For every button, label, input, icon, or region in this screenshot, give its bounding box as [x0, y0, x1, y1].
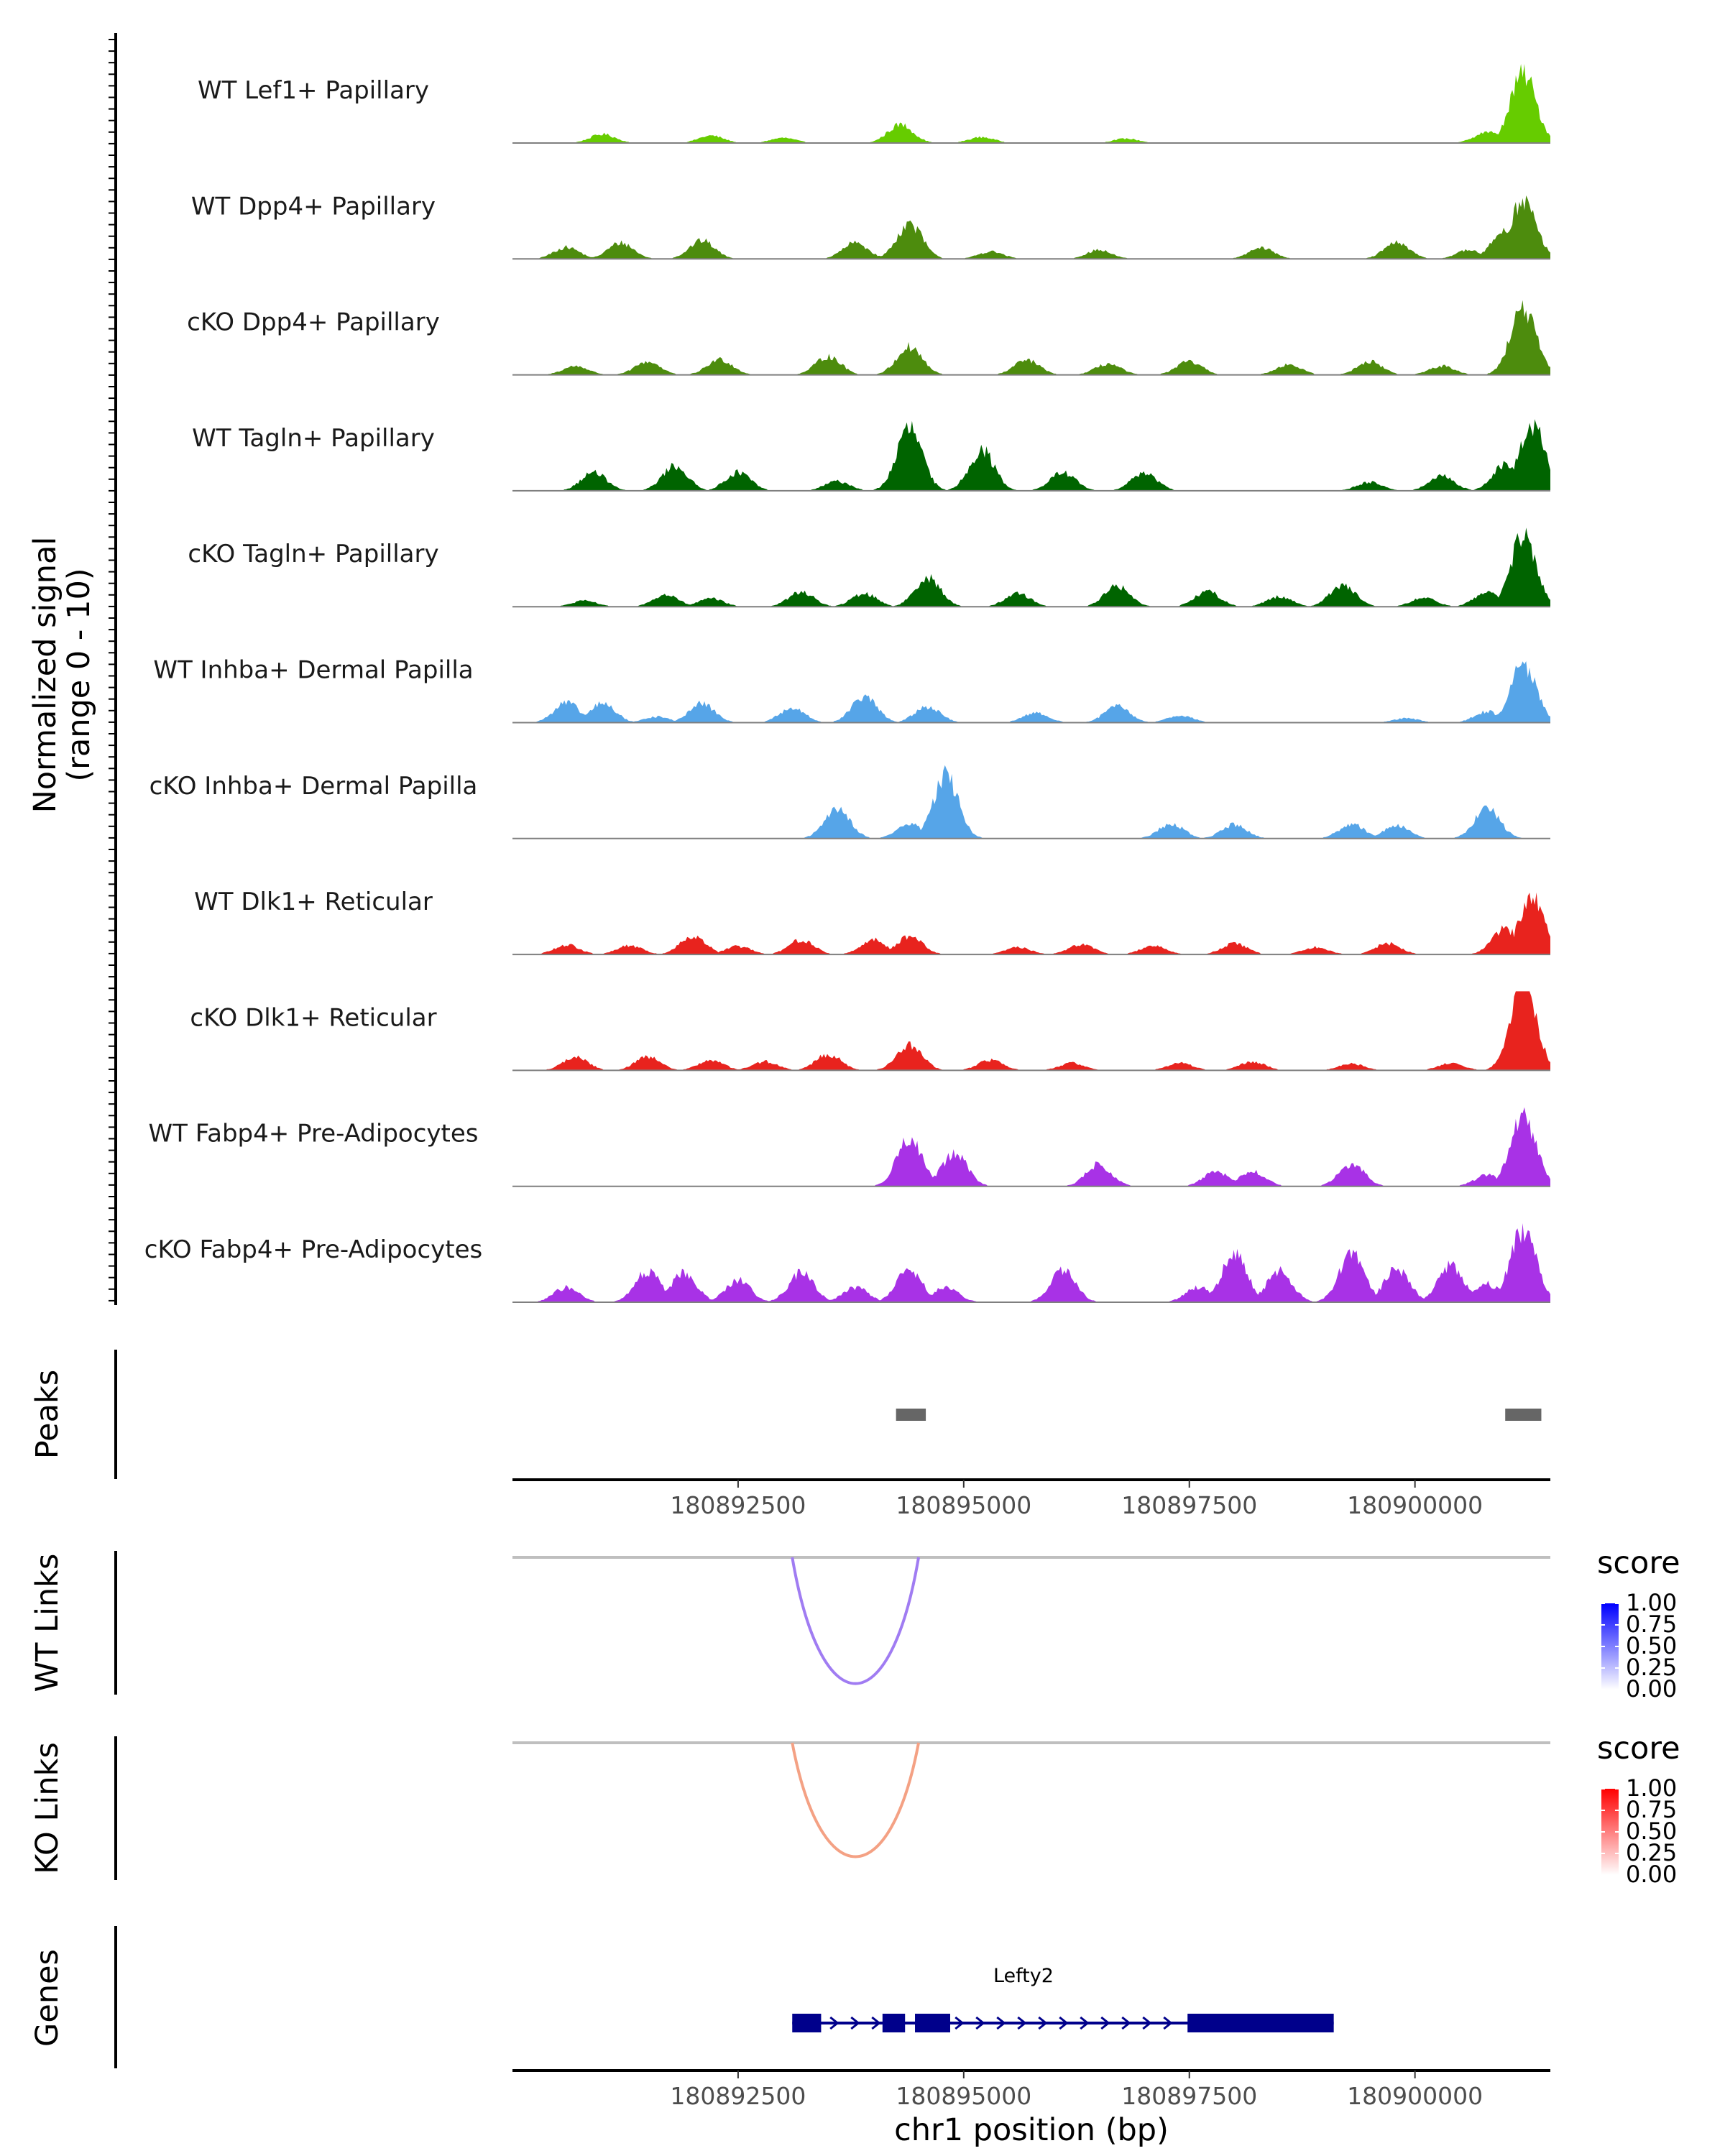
gene-model: Lefty2 — [792, 1965, 1334, 2032]
x-tick-label: 180892500 — [670, 2082, 806, 2110]
strand-arrow — [850, 2016, 860, 2030]
coverage-area — [512, 1223, 1550, 1302]
x-tick-label: 180900000 — [1347, 2082, 1483, 2110]
coverage-track: cKO Inhba+ Dermal Papilla — [150, 765, 1550, 839]
track-label: cKO Fabp4+ Pre-Adipocytes — [144, 1235, 483, 1264]
x-tick-label: 180895000 — [896, 1491, 1031, 1519]
coverage-y-label: Normalized signal — [27, 537, 63, 814]
coverage-track: WT Lef1+ Papillary — [198, 64, 1550, 144]
peak-regions — [896, 1409, 1542, 1421]
coverage-panel: Normalized signal (range 0 - 10) WT Lef1… — [27, 33, 1550, 1305]
coverage-area — [512, 419, 1550, 491]
coverage-track: WT Fabp4+ Pre-Adipocytes — [149, 1107, 1550, 1187]
coverage-track: WT Inhba+ Dermal Papilla — [153, 656, 1550, 724]
score-legend: score 1.000.750.500.250.00 — [1597, 1545, 1680, 1703]
genes-panel: Genes Lefty2 180892500 180895000 180897500… — [29, 1926, 1550, 2148]
coverage-area — [512, 892, 1550, 955]
strand-arrow — [1080, 2016, 1090, 2030]
coverage-area — [512, 661, 1550, 723]
legend-tick-label: 0.25 — [1626, 1654, 1677, 1681]
peak-region — [896, 1409, 926, 1421]
legend-tick-label: 1.00 — [1626, 1589, 1677, 1616]
coverage-area — [512, 765, 1550, 839]
strand-arrow — [1100, 2016, 1110, 2030]
coverage-area — [512, 1107, 1550, 1187]
track-label: WT Lef1+ Papillary — [198, 76, 429, 105]
genes-label: Genes — [29, 1949, 65, 2047]
track-label: cKO Tagln+ Papillary — [188, 540, 438, 568]
x-tick-label: 180897500 — [1121, 2082, 1257, 2110]
gene-exon — [1187, 2014, 1334, 2032]
gene-exon — [915, 2014, 950, 2032]
strand-arrow — [1059, 2016, 1069, 2030]
gene-name: Lefty2 — [993, 1965, 1054, 1987]
track-label: cKO Dlk1+ Reticular — [190, 1003, 436, 1032]
gene-exon — [792, 2014, 822, 2032]
track-label: WT Tagln+ Papillary — [192, 424, 435, 453]
strand-arrow — [996, 2016, 1006, 2030]
track-label: cKO Dpp4+ Papillary — [187, 308, 440, 337]
strand-arrow — [1163, 2016, 1173, 2030]
gene-models: Lefty2 — [792, 1965, 1334, 2032]
coverage-area — [512, 195, 1550, 259]
genes-x-ticks: 180892500 180895000 180897500 180900000 — [670, 2070, 1483, 2110]
track-label: WT Inhba+ Dermal Papilla — [153, 656, 473, 685]
legend-tick-label: 1.00 — [1626, 1774, 1677, 1802]
links-label: KO Links — [29, 1742, 65, 1874]
strand-arrow — [1142, 2016, 1152, 2030]
track-label: cKO Inhba+ Dermal Papilla — [150, 772, 478, 801]
links-panel: KO Links score 1.000.750.500.250.00 — [29, 1731, 1680, 1888]
coverage-tracks: WT Lef1+ Papillary WT Dpp4+ Papillary cKO … — [144, 64, 1550, 1303]
coverage-area — [512, 64, 1550, 143]
coverage-track: cKO Dpp4+ Papillary — [187, 300, 1550, 376]
coverage-y-ticks — [109, 39, 116, 1302]
legend-tick-label: 0.25 — [1626, 1839, 1677, 1866]
peaks-label: Peaks — [29, 1370, 65, 1460]
strand-arrow — [829, 2016, 840, 2030]
coverage-area — [512, 528, 1550, 607]
track-label: WT Dpp4+ Papillary — [191, 192, 436, 221]
x-tick-label: 180892500 — [670, 1491, 806, 1519]
coverage-track: cKO Tagln+ Papillary — [188, 528, 1550, 608]
link-arc — [791, 1557, 921, 1685]
legend-tick-label: 0.50 — [1626, 1632, 1677, 1659]
legend-title: score — [1597, 1545, 1680, 1581]
coverage-track: WT Dpp4+ Papillary — [191, 192, 1550, 260]
x-tick-label: 180900000 — [1347, 1491, 1483, 1519]
strand-arrow — [871, 2016, 881, 2030]
legend-tick-label: 0.00 — [1626, 1861, 1677, 1888]
x-tick-label: 180897500 — [1121, 1491, 1257, 1519]
link-arc — [791, 1742, 921, 1858]
strand-arrow — [954, 2016, 965, 2030]
peaks-x-ticks: 180892500 180895000 180897500 180900000 — [670, 1480, 1483, 1519]
coverage-y-label-range: (range 0 - 10) — [61, 568, 97, 781]
links-label: WT Links — [29, 1554, 65, 1692]
track-label: WT Fabp4+ Pre-Adipocytes — [149, 1120, 479, 1148]
strand-arrow — [975, 2016, 985, 2030]
strand-arrow — [1121, 2016, 1131, 2030]
coverage-track: cKO Fabp4+ Pre-Adipocytes — [144, 1223, 1550, 1303]
legend-tick-label: 0.50 — [1626, 1818, 1677, 1845]
score-legend: score 1.000.750.500.250.00 — [1597, 1731, 1680, 1888]
links-panel: WT Links score 1.000.750.500.250.00 — [29, 1545, 1680, 1703]
gene-exon — [882, 2014, 906, 2032]
legend-tick-label: 0.00 — [1626, 1675, 1677, 1703]
legend-tick-label: 0.75 — [1626, 1611, 1677, 1638]
peaks-panel: Peaks 180892500 180895000 180897500 1809000… — [29, 1350, 1550, 1519]
strand-arrow — [1038, 2016, 1048, 2030]
coverage-area — [512, 300, 1550, 375]
legend-title: score — [1597, 1731, 1680, 1766]
x-tick-label: 180895000 — [896, 2082, 1031, 2110]
legend-tick-label: 0.75 — [1626, 1796, 1677, 1823]
coverage-track: WT Tagln+ Papillary — [192, 419, 1550, 492]
coverage-area — [512, 991, 1550, 1071]
track-label: WT Dlk1+ Reticular — [194, 888, 433, 916]
peak-region — [1505, 1409, 1542, 1421]
strand-arrow — [1017, 2016, 1027, 2030]
coverage-track: cKO Dlk1+ Reticular — [190, 991, 1550, 1072]
coverage-track: WT Dlk1+ Reticular — [194, 888, 1550, 956]
x-axis-title: chr1 position (bp) — [894, 2112, 1169, 2148]
